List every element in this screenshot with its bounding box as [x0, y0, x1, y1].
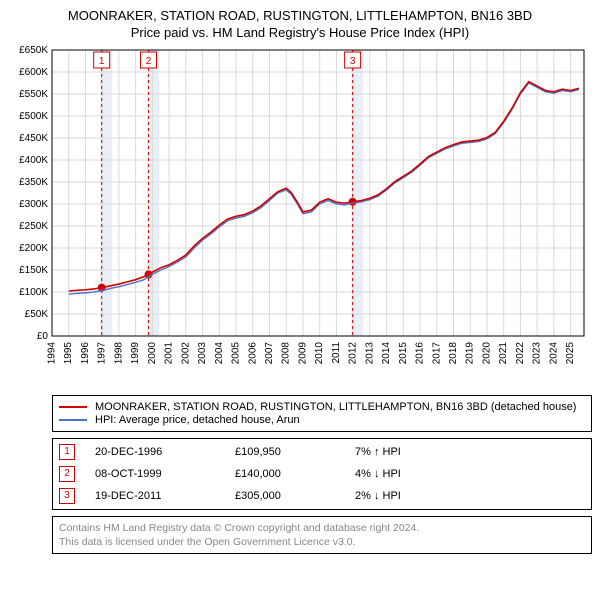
- title-address: MOONRAKER, STATION ROAD, RUSTINGTON, LIT…: [8, 8, 592, 23]
- svg-text:2009: 2009: [297, 342, 308, 365]
- sale-date: 20-DEC-1996: [95, 446, 235, 458]
- chart-area: £0 £50K £100K £150K £200K £250K £300K £350K £400…: [8, 44, 592, 389]
- sales-row: 3 19-DEC-2011£305,0002% ↓ HPI: [57, 485, 587, 507]
- line-chart-svg: £0 £50K £100K £150K £200K £250K £300K £350K £400…: [8, 44, 592, 384]
- svg-text:2018: 2018: [448, 342, 459, 365]
- svg-text:2019: 2019: [465, 342, 476, 365]
- sales-row: 2 08-OCT-1999£140,0004% ↓ HPI: [57, 463, 587, 485]
- svg-text:2013: 2013: [364, 342, 375, 365]
- svg-text:1997: 1997: [97, 342, 108, 365]
- sale-date: 19-DEC-2011: [95, 490, 235, 502]
- svg-text:2005: 2005: [231, 342, 242, 365]
- svg-text:2006: 2006: [247, 342, 258, 365]
- svg-text:£300K: £300K: [19, 199, 48, 210]
- sale-price: £305,000: [235, 490, 355, 502]
- sale-price: £140,000: [235, 468, 355, 480]
- svg-text:1996: 1996: [80, 342, 91, 365]
- sales-table: 1 20-DEC-1996£109,9507% ↑ HPI 2 08-OCT-1999…: [52, 438, 592, 510]
- svg-text:£100K: £100K: [19, 287, 48, 298]
- svg-text:£400K: £400K: [19, 155, 48, 166]
- legend-item: HPI: Average price, detached house, Arun: [59, 414, 585, 426]
- sale-marker-box: 3: [59, 488, 75, 504]
- chart-container: MOONRAKER, STATION ROAD, RUSTINGTON, LIT…: [0, 0, 600, 558]
- sale-date: 08-OCT-1999: [95, 468, 235, 480]
- svg-text:2004: 2004: [214, 342, 225, 365]
- svg-text:1999: 1999: [130, 342, 141, 365]
- legend: MOONRAKER, STATION ROAD, RUSTINGTON, LIT…: [52, 395, 592, 432]
- svg-text:2017: 2017: [431, 342, 442, 365]
- legend-label: HPI: Average price, detached house, Arun: [95, 414, 300, 426]
- svg-text:2003: 2003: [197, 342, 208, 365]
- sales-row: 1 20-DEC-1996£109,9507% ↑ HPI: [57, 441, 587, 463]
- svg-text:2022: 2022: [515, 342, 526, 365]
- svg-text:2025: 2025: [565, 342, 576, 365]
- svg-text:2015: 2015: [398, 342, 409, 365]
- sale-hpi: 4% ↓ HPI: [355, 468, 475, 480]
- svg-text:2010: 2010: [314, 342, 325, 365]
- attribution-line1: Contains HM Land Registry data © Crown c…: [59, 521, 585, 535]
- title-subtitle: Price paid vs. HM Land Registry's House …: [8, 25, 592, 40]
- svg-text:1: 1: [99, 56, 105, 67]
- svg-text:2000: 2000: [147, 342, 158, 365]
- sale-marker-box: 2: [59, 466, 75, 482]
- svg-text:£250K: £250K: [19, 221, 48, 232]
- svg-text:£0: £0: [37, 331, 49, 342]
- legend-swatch: [59, 419, 87, 421]
- svg-text:£650K: £650K: [19, 45, 48, 56]
- svg-text:1998: 1998: [113, 342, 124, 365]
- svg-text:2016: 2016: [415, 342, 426, 365]
- svg-text:2014: 2014: [381, 342, 392, 365]
- title-block: MOONRAKER, STATION ROAD, RUSTINGTON, LIT…: [8, 8, 592, 40]
- svg-text:2008: 2008: [281, 342, 292, 365]
- svg-text:2007: 2007: [264, 342, 275, 365]
- svg-text:2: 2: [146, 56, 152, 67]
- svg-text:£500K: £500K: [19, 111, 48, 122]
- svg-text:£50K: £50K: [25, 309, 49, 320]
- attribution: Contains HM Land Registry data © Crown c…: [52, 516, 592, 554]
- sale-hpi: 7% ↑ HPI: [355, 446, 475, 458]
- svg-text:2001: 2001: [164, 342, 175, 365]
- sale-marker-box: 1: [59, 444, 75, 460]
- legend-swatch: [59, 406, 87, 408]
- svg-text:2012: 2012: [348, 342, 359, 365]
- sale-hpi: 2% ↓ HPI: [355, 490, 475, 502]
- svg-text:1994: 1994: [47, 342, 58, 365]
- svg-text:2011: 2011: [331, 342, 342, 364]
- legend-label: MOONRAKER, STATION ROAD, RUSTINGTON, LIT…: [95, 401, 576, 413]
- svg-text:3: 3: [350, 56, 356, 67]
- svg-text:2002: 2002: [180, 342, 191, 365]
- svg-text:£450K: £450K: [19, 133, 48, 144]
- attribution-line2: This data is licensed under the Open Gov…: [59, 535, 585, 549]
- svg-text:1995: 1995: [63, 342, 74, 365]
- sale-price: £109,950: [235, 446, 355, 458]
- svg-text:2024: 2024: [548, 342, 559, 365]
- svg-text:£350K: £350K: [19, 177, 48, 188]
- svg-text:2021: 2021: [498, 342, 509, 365]
- svg-text:£550K: £550K: [19, 89, 48, 100]
- svg-text:£150K: £150K: [19, 265, 48, 276]
- svg-text:£200K: £200K: [19, 243, 48, 254]
- svg-text:£600K: £600K: [19, 67, 48, 78]
- svg-text:2020: 2020: [481, 342, 492, 365]
- svg-text:2023: 2023: [532, 342, 543, 365]
- legend-item: MOONRAKER, STATION ROAD, RUSTINGTON, LIT…: [59, 401, 585, 413]
